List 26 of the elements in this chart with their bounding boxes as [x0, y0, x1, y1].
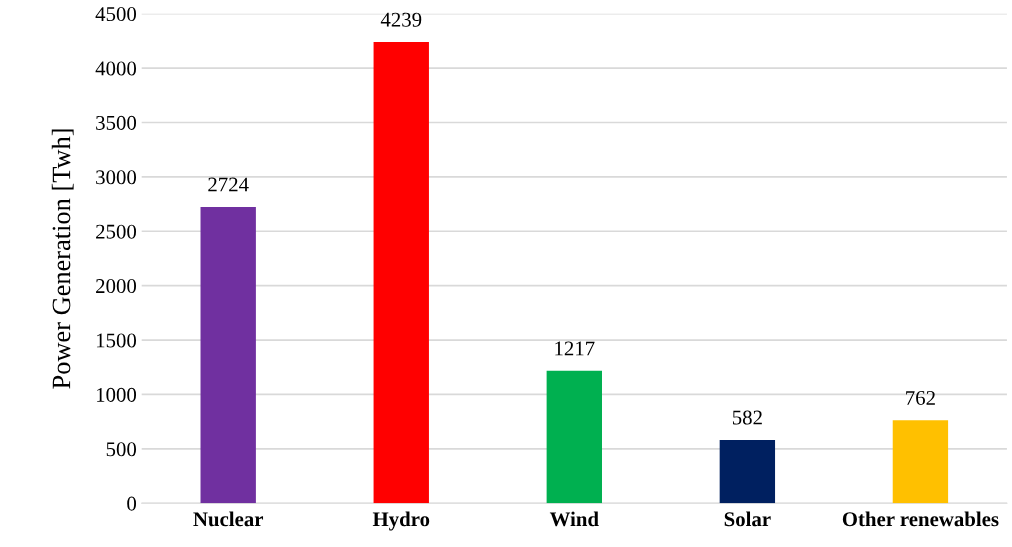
- data-label: 2724: [208, 177, 249, 192]
- bar: [719, 439, 776, 504]
- y-tick-label: 3000: [96, 170, 137, 185]
- data-label: 762: [906, 391, 935, 405]
- x-tick-label: Other renewables: [842, 511, 999, 527]
- y-tick-label: 4000: [95, 61, 137, 76]
- bar: [373, 42, 429, 504]
- y-tick-label: 1500: [96, 333, 137, 348]
- bar: [200, 206, 256, 504]
- data-label: 1217: [555, 341, 595, 356]
- x-tick-label: Wind: [549, 511, 599, 527]
- y-tick-label: 2500: [96, 224, 137, 239]
- y-tick-label: 3500: [96, 115, 137, 130]
- data-label: 4239: [380, 12, 422, 27]
- x-tick-label: Solar: [724, 511, 771, 527]
- y-tick-label: 4500: [95, 7, 137, 22]
- y-tick-label: 2000: [96, 279, 137, 294]
- x-tick-label: Nuclear: [193, 511, 264, 527]
- bar: [892, 420, 949, 504]
- x-tick-label: Hydro: [372, 511, 430, 531]
- y-tick-label: 1000: [96, 387, 137, 402]
- y-tick-label: 0: [127, 496, 137, 511]
- data-label: 582: [732, 410, 762, 425]
- bar: [546, 370, 602, 504]
- y-tick-label: 500: [106, 442, 137, 457]
- y-axis-title: Power Generation [Twh]: [51, 129, 74, 389]
